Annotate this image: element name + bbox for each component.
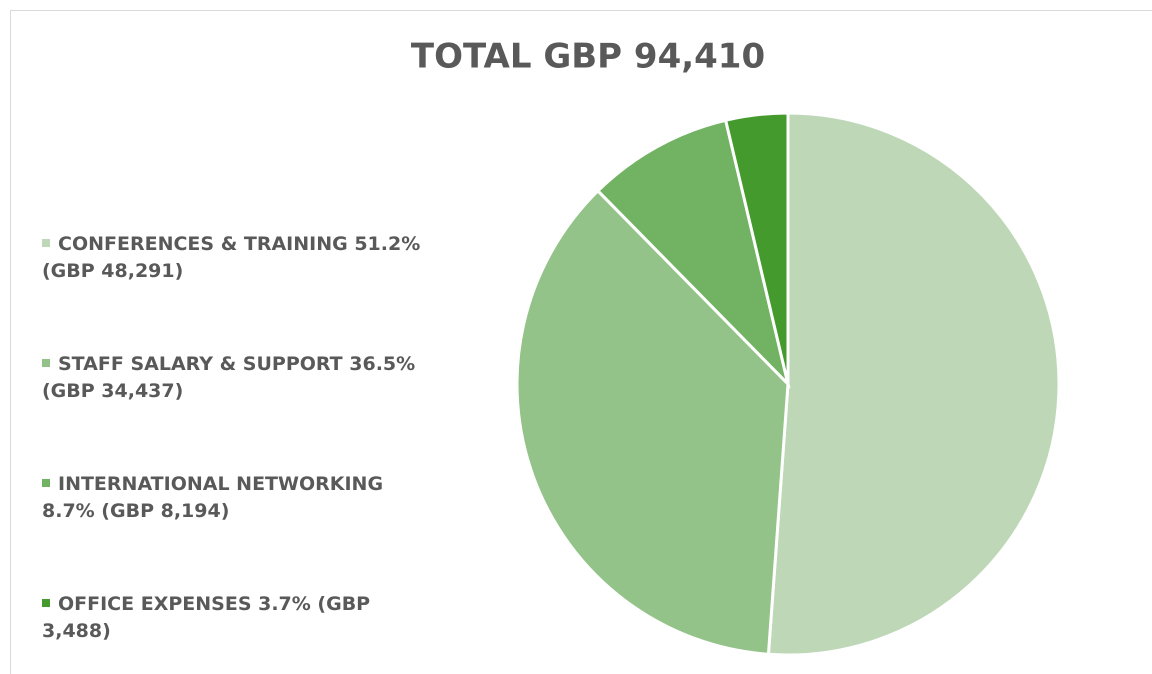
chart-title: TOTAL GBP 94,410: [411, 37, 765, 77]
pie-slice: [766, 111, 1061, 657]
legend-entry: OFFICE EXPENSES 3.7% (GBP 3,488): [42, 591, 442, 645]
legend-swatch: [42, 358, 50, 367]
legend-label: INTERNATIONAL NETWORKING 8.7% (GBP 8,194…: [42, 473, 384, 522]
legend-label: STAFF SALARY & SUPPORT 36.5% (GBP 34,437…: [42, 353, 416, 402]
legend-label: CONFERENCES & TRAINING 51.2% (GBP 48,291…: [42, 233, 421, 282]
chart-border: [10, 10, 1152, 674]
pie-slice: [515, 188, 790, 656]
legend-swatch: [42, 238, 50, 247]
legend-swatch: [42, 598, 50, 607]
legend-entry: STAFF SALARY & SUPPORT 36.5% (GBP 34,437…: [42, 351, 442, 405]
pie-slice: [723, 111, 790, 385]
legend-swatch: [42, 478, 50, 487]
legend-entry: INTERNATIONAL NETWORKING 8.7% (GBP 8,194…: [42, 471, 442, 525]
legend-label: OFFICE EXPENSES 3.7% (GBP 3,488): [42, 593, 371, 642]
legend-entry: CONFERENCES & TRAINING 51.2% (GBP 48,291…: [42, 231, 442, 285]
